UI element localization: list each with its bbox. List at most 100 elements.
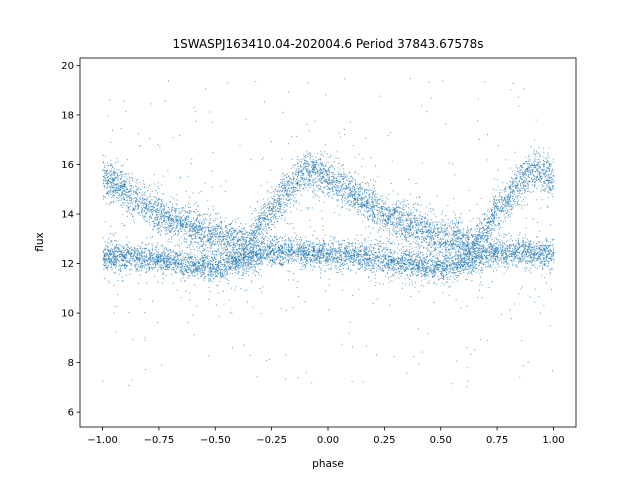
data-point (527, 250, 529, 252)
data-point (190, 251, 192, 253)
data-point (259, 256, 261, 258)
data-point (490, 247, 492, 249)
data-point (472, 256, 474, 258)
data-point (482, 244, 484, 246)
data-point (167, 254, 169, 256)
data-point (401, 266, 403, 268)
data-point (281, 246, 283, 248)
data-point (297, 244, 299, 246)
data-point (103, 265, 105, 267)
data-point (529, 254, 531, 256)
data-point (543, 263, 545, 265)
data-point (512, 249, 514, 251)
data-point (144, 261, 146, 263)
data-point (447, 264, 449, 266)
data-point (215, 261, 217, 263)
data-point (537, 260, 539, 262)
data-point (342, 274, 344, 276)
data-point (138, 259, 140, 261)
data-point (377, 259, 379, 261)
data-point (126, 254, 128, 256)
data-point (185, 271, 187, 273)
data-point (180, 266, 182, 268)
data-point (321, 253, 323, 255)
data-point (186, 260, 188, 262)
data-point (200, 272, 202, 274)
data-point (195, 268, 197, 270)
data-point (485, 258, 487, 260)
data-point (366, 262, 368, 264)
data-point (302, 250, 304, 252)
data-point (416, 275, 418, 277)
data-point (387, 255, 389, 257)
data-point (217, 263, 219, 265)
data-point (291, 246, 293, 248)
data-point (365, 253, 367, 255)
data-point (227, 253, 229, 255)
data-point (439, 273, 441, 275)
data-point (479, 259, 481, 261)
data-point (401, 272, 403, 274)
data-point (435, 268, 437, 270)
data-point (417, 264, 419, 266)
data-point (334, 253, 336, 255)
data-point (213, 272, 215, 274)
data-point (155, 261, 157, 263)
data-point (406, 274, 408, 276)
data-point (325, 243, 327, 245)
data-point (480, 270, 482, 272)
data-point (430, 272, 432, 274)
data-point (320, 244, 322, 246)
data-point (325, 255, 327, 257)
data-point (279, 255, 281, 257)
data-point (187, 274, 189, 276)
data-point (336, 260, 338, 262)
data-point (385, 266, 387, 268)
data-point (224, 271, 226, 273)
data-point (543, 248, 545, 250)
data-point (352, 248, 354, 250)
data-point (176, 255, 178, 257)
data-point (543, 260, 545, 262)
data-point (345, 251, 347, 253)
data-point (223, 274, 225, 276)
data-point (369, 232, 371, 234)
data-point (497, 248, 499, 250)
data-point (402, 267, 404, 269)
data-point (103, 249, 105, 251)
data-point (251, 256, 253, 258)
data-point (452, 281, 454, 283)
data-point (116, 258, 118, 260)
data-point (305, 252, 307, 254)
data-point (506, 254, 508, 256)
data-point (330, 260, 332, 262)
data-point (331, 253, 333, 255)
data-point (277, 239, 279, 241)
data-point (303, 251, 305, 253)
data-point (291, 255, 293, 257)
data-point (373, 257, 375, 259)
data-point (550, 258, 552, 260)
data-point (221, 272, 223, 274)
data-point (150, 260, 152, 262)
data-point (177, 262, 179, 264)
data-point (144, 263, 146, 265)
data-point (466, 259, 468, 261)
data-point (374, 277, 376, 279)
data-point (273, 262, 275, 264)
data-point (166, 255, 168, 257)
data-point (105, 254, 107, 256)
data-point (311, 265, 313, 267)
data-point (474, 250, 476, 252)
data-point (119, 249, 121, 251)
data-point (235, 269, 237, 271)
data-point (431, 260, 433, 262)
data-point (284, 244, 285, 246)
data-point (477, 265, 479, 267)
data-point (218, 261, 220, 263)
data-point (280, 251, 282, 253)
data-point (377, 261, 379, 263)
data-point (524, 257, 526, 259)
data-point (477, 258, 479, 260)
data-point (435, 262, 437, 264)
